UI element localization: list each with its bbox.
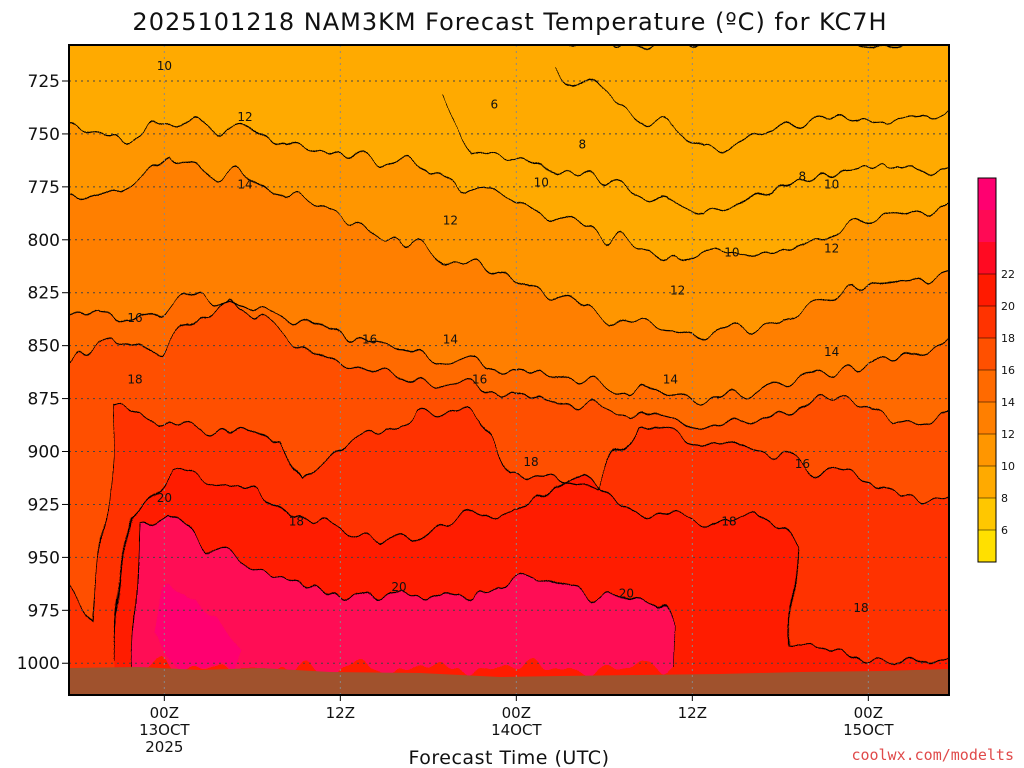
isotherm-line: [69, 299, 949, 426]
colorbar-segment: [978, 178, 996, 210]
isotherm-label: 14: [443, 332, 458, 346]
y-tick-label: 750: [28, 125, 60, 145]
colorbar-tick-label: 8: [1001, 492, 1008, 505]
isotherm-label: 16: [362, 332, 377, 346]
x-tick-label: 12Z: [326, 704, 355, 722]
colorbar-segment: [978, 530, 996, 562]
isotherm-label: 20: [157, 491, 172, 505]
isotherm-label: 10: [157, 59, 172, 73]
isotherm-label: 18: [523, 455, 538, 469]
colorbar-tick-label: 18: [1001, 332, 1015, 345]
x-tick-label: 2025: [145, 738, 183, 756]
isotherm-line: [439, 99, 949, 216]
isotherm-label: 10: [824, 178, 839, 192]
y-tick-label: 725: [28, 72, 60, 92]
isotherm-label: 20: [619, 586, 634, 600]
y-tick-label: 950: [28, 548, 60, 568]
y-tick-label: 775: [28, 178, 60, 198]
isotherm-label: 10: [724, 245, 739, 259]
isotherm-label: 14: [824, 345, 839, 359]
credit-text: coolwx.com/modelts: [851, 746, 1014, 764]
isotherm-line: [129, 514, 671, 669]
y-tick-label: 825: [28, 284, 60, 304]
isotherm-label: 12: [670, 284, 685, 298]
isotherm-line: [114, 469, 949, 661]
isotherm-line: [69, 409, 949, 622]
isotherm-label: 12: [443, 214, 458, 228]
terrain-fill: [69, 667, 949, 695]
colorbar-segment: [978, 306, 996, 338]
isotherm-line: [69, 294, 949, 401]
isotherm-label: 20: [391, 580, 406, 594]
x-tick-label: 14OCT: [491, 721, 542, 739]
colorbar-segment: [978, 498, 996, 530]
y-tick-label: 900: [28, 443, 60, 463]
colorbar-segment: [978, 370, 996, 402]
colorbar-tick-label: 14: [1001, 396, 1015, 409]
temperature-band: [158, 590, 250, 668]
isotherm-line: [559, 69, 949, 151]
plot-frame: [68, 44, 950, 696]
isotherm-label: 8: [579, 138, 587, 152]
colorbar-tick-label: 22: [1001, 268, 1015, 281]
colorbar-tick-label: 6: [1001, 524, 1008, 537]
y-tick-label: 1000: [17, 654, 60, 674]
colorbar-tick-label: 12: [1001, 428, 1015, 441]
isotherm-label: 16: [472, 373, 487, 387]
temperature-bands: [69, 45, 949, 695]
temperature-band: [130, 515, 670, 668]
isotherm-label: 14: [237, 178, 252, 192]
x-tick-label: 00Z: [502, 704, 531, 722]
isotherm-label: 8: [799, 169, 807, 183]
isotherm-label: 16: [127, 311, 142, 325]
colorbar-tick-label: 16: [1001, 364, 1015, 377]
isotherm-label: 16: [795, 457, 810, 471]
y-tick-label: 850: [28, 337, 60, 357]
chart-title: 2025101218 NAM3KM Forecast Temperature (…: [132, 8, 887, 36]
x-tick-label: 13OCT: [139, 721, 190, 739]
x-tick-label: 00Z: [150, 704, 179, 722]
colorbar-segment: [978, 210, 996, 242]
isotherm-label: 18: [127, 373, 142, 387]
colorbar-segment: [978, 274, 996, 306]
colorbar-segment: [978, 434, 996, 466]
y-tick-label: 925: [28, 495, 60, 515]
x-tick-label: 12Z: [678, 704, 707, 722]
isotherm-line: [69, 159, 949, 336]
y-tick-label: 975: [28, 601, 60, 621]
isotherm-label: 18: [289, 514, 304, 528]
temperature-band: [440, 45, 949, 215]
isotherm-label: 14: [663, 373, 678, 387]
y-tick-label: 800: [28, 231, 60, 251]
colorbar-segment: [978, 338, 996, 370]
isotherm-label: 18: [721, 514, 736, 528]
isotherm-label: 18: [853, 601, 868, 615]
colorbar-tick-label: 20: [1001, 300, 1015, 313]
colorbar-segment: [978, 466, 996, 498]
x-tick-label: 15OCT: [843, 721, 894, 739]
isotherm-labels: 6 8 8 10 10 10 10 12 12 12 12 14 14 14 14 16 16 16 16 18 18 1…: [127, 59, 868, 615]
x-axis-label: Forecast Time (UTC): [409, 747, 610, 768]
x-tick-label: 00Z: [854, 704, 883, 722]
isotherm-label: 12: [237, 110, 252, 124]
y-tick-label: 875: [28, 390, 60, 410]
colorbar: 6 8 10 12 14 16 18 20 22: [977, 177, 1015, 563]
colorbar-segment: [978, 242, 996, 274]
y-axis-ticks: 725 750 775 800 825 850 875 900 925 950 975 1000: [17, 72, 69, 674]
isotherm-label: 12: [824, 241, 839, 255]
plot-area: [69, 45, 949, 695]
isotherm-label: 6: [491, 97, 499, 111]
isotherm-label: 10: [534, 176, 549, 190]
colorbar-segment: [978, 402, 996, 434]
grid-lines: [69, 45, 949, 695]
colorbar-tick-label: 10: [1001, 460, 1015, 473]
